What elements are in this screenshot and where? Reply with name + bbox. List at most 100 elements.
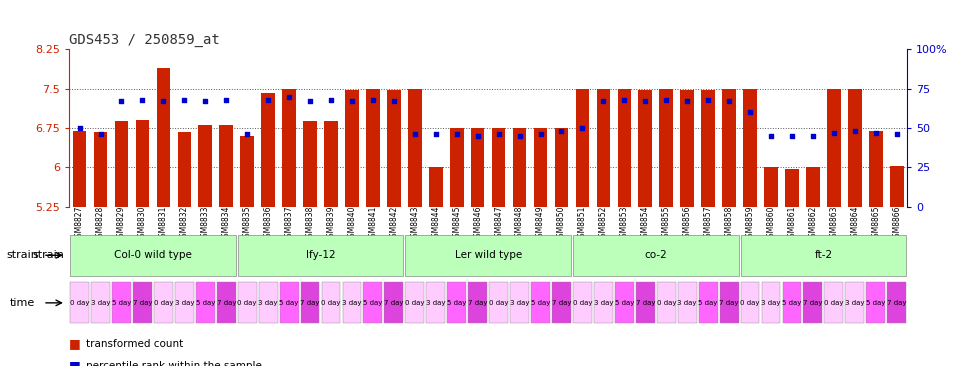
Bar xyxy=(240,136,254,207)
Point xyxy=(198,98,213,104)
Text: 3 day: 3 day xyxy=(510,300,529,306)
FancyBboxPatch shape xyxy=(175,282,194,324)
FancyBboxPatch shape xyxy=(70,282,89,324)
Point xyxy=(260,97,276,103)
Text: GSM8848: GSM8848 xyxy=(516,206,524,242)
Text: GSM8844: GSM8844 xyxy=(431,206,441,242)
FancyBboxPatch shape xyxy=(761,282,780,324)
Text: 0 day: 0 day xyxy=(657,300,676,306)
Point xyxy=(302,98,318,104)
FancyBboxPatch shape xyxy=(70,235,236,276)
Point xyxy=(324,97,339,103)
Bar xyxy=(806,168,820,207)
Bar xyxy=(94,132,108,207)
Point xyxy=(616,97,632,103)
Point xyxy=(134,97,150,103)
Text: GSM8831: GSM8831 xyxy=(159,206,168,242)
Point xyxy=(742,109,757,115)
FancyBboxPatch shape xyxy=(846,282,864,324)
Text: GSM8849: GSM8849 xyxy=(536,206,545,242)
Point xyxy=(386,98,401,104)
Text: 0 day: 0 day xyxy=(322,300,341,306)
FancyBboxPatch shape xyxy=(740,282,759,324)
Point xyxy=(847,128,862,134)
FancyBboxPatch shape xyxy=(468,282,487,324)
FancyBboxPatch shape xyxy=(699,282,717,324)
Text: GSM8847: GSM8847 xyxy=(494,206,503,242)
FancyBboxPatch shape xyxy=(636,282,655,324)
FancyBboxPatch shape xyxy=(657,282,676,324)
Point xyxy=(365,97,380,103)
Text: 7 day: 7 day xyxy=(300,300,320,306)
Text: GSM8851: GSM8851 xyxy=(578,206,587,242)
Point xyxy=(240,131,255,137)
FancyBboxPatch shape xyxy=(782,282,802,324)
Bar xyxy=(764,168,778,207)
Text: 0 day: 0 day xyxy=(70,300,89,306)
FancyBboxPatch shape xyxy=(825,282,843,324)
Text: 7 day: 7 day xyxy=(384,300,403,306)
Text: 0 day: 0 day xyxy=(237,300,257,306)
FancyBboxPatch shape xyxy=(300,282,320,324)
Text: 5 day: 5 day xyxy=(866,300,885,306)
Point xyxy=(575,125,590,131)
Bar xyxy=(555,128,568,207)
Bar xyxy=(135,120,149,207)
Bar xyxy=(220,126,233,207)
Point xyxy=(680,98,695,104)
FancyBboxPatch shape xyxy=(531,282,550,324)
Text: 3 day: 3 day xyxy=(91,300,110,306)
Text: GSM8839: GSM8839 xyxy=(326,206,336,242)
Bar xyxy=(848,89,862,207)
Point xyxy=(805,133,821,139)
Bar xyxy=(890,167,903,207)
Bar xyxy=(492,128,506,207)
Bar xyxy=(178,132,191,207)
Text: 7 day: 7 day xyxy=(552,300,571,306)
Point xyxy=(407,131,422,137)
FancyBboxPatch shape xyxy=(238,282,256,324)
Text: ■: ■ xyxy=(69,359,81,366)
Text: 3 day: 3 day xyxy=(426,300,445,306)
Bar xyxy=(828,89,841,207)
Bar xyxy=(869,131,882,207)
Point xyxy=(659,97,674,103)
Text: GSM8838: GSM8838 xyxy=(305,206,315,242)
Text: 3 day: 3 day xyxy=(845,300,865,306)
Point xyxy=(889,131,904,137)
Text: ■: ■ xyxy=(69,337,81,351)
FancyBboxPatch shape xyxy=(490,282,508,324)
Text: GSM8860: GSM8860 xyxy=(766,206,776,242)
Text: GSM8866: GSM8866 xyxy=(892,206,901,242)
Text: GSM8835: GSM8835 xyxy=(243,206,252,242)
Point xyxy=(637,98,653,104)
Text: 7 day: 7 day xyxy=(719,300,739,306)
Point xyxy=(721,98,736,104)
Bar xyxy=(387,90,400,207)
Point xyxy=(93,131,108,137)
Text: 5 day: 5 day xyxy=(196,300,215,306)
Text: 5 day: 5 day xyxy=(111,300,132,306)
Point xyxy=(72,125,87,131)
Text: 0 day: 0 day xyxy=(154,300,173,306)
Text: lfy-12: lfy-12 xyxy=(305,250,335,260)
Text: 3 day: 3 day xyxy=(593,300,613,306)
FancyBboxPatch shape xyxy=(740,235,906,276)
Text: percentile rank within the sample: percentile rank within the sample xyxy=(86,361,262,366)
Bar xyxy=(660,89,673,207)
FancyBboxPatch shape xyxy=(447,282,467,324)
Text: Ler wild type: Ler wild type xyxy=(454,250,522,260)
FancyBboxPatch shape xyxy=(259,282,277,324)
Text: 5 day: 5 day xyxy=(279,300,299,306)
Text: 5 day: 5 day xyxy=(699,300,718,306)
Text: 5 day: 5 day xyxy=(447,300,467,306)
Text: GSM8846: GSM8846 xyxy=(473,206,482,242)
Point xyxy=(784,133,800,139)
Text: GSM8843: GSM8843 xyxy=(410,206,420,242)
Bar xyxy=(324,121,338,207)
Text: 0 day: 0 day xyxy=(740,300,759,306)
Point xyxy=(156,98,171,104)
Text: GSM8845: GSM8845 xyxy=(452,206,461,242)
Text: GSM8855: GSM8855 xyxy=(661,206,671,242)
Point xyxy=(470,133,486,139)
